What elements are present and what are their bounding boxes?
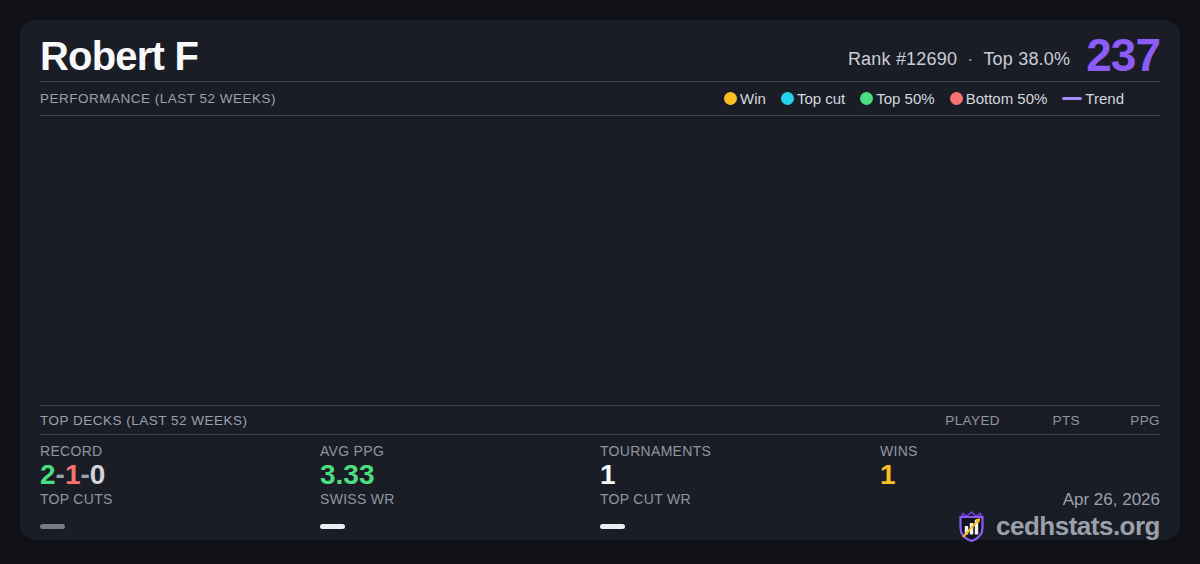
rank-separator: · — [967, 49, 973, 69]
wins-label: WINS — [880, 444, 1160, 458]
tournaments-value: 1 — [600, 462, 880, 488]
performance-section-title: PERFORMANCE (LAST 52 WEEKS) — [40, 91, 276, 106]
swiss-wr-empty-value — [320, 524, 345, 529]
wins-value: 1 — [880, 462, 1160, 488]
top-cuts-label: TOP CUTS — [40, 492, 320, 506]
legend-label: Top cut — [797, 90, 845, 107]
legend-item-win: Win — [724, 90, 766, 107]
legend-item-top-cut: Top cut — [781, 90, 845, 107]
cedhstats-logo-icon — [956, 510, 987, 542]
player-points: 237 — [1086, 32, 1160, 81]
player-name: Robert F — [40, 36, 198, 81]
stats-grid: RECORD 2-1-0 TOP CUTS AVG PPG 3.33 SWISS… — [40, 435, 1160, 542]
top-cut-dot-icon — [781, 92, 794, 105]
legend-item-bottom50: Bottom 50% — [950, 90, 1048, 107]
trend-line-icon — [1062, 97, 1082, 100]
column-ppg: PPG — [1080, 413, 1160, 428]
rank-text: Rank #12690 · Top 38.0% — [848, 49, 1070, 81]
player-stats-card: Robert F Rank #12690 · Top 38.0% 237 PERFO… — [20, 20, 1180, 540]
legend-label: Top 50% — [876, 90, 934, 107]
stat-tournaments: TOURNAMENTS 1 TOP CUT WR — [600, 444, 880, 542]
chart-legend: Win Top cut Top 50% Bottom 50% Trend — [724, 90, 1160, 107]
tournaments-label: TOURNAMENTS — [600, 444, 880, 458]
record-sep: - — [80, 459, 89, 490]
bottom50-dot-icon — [950, 92, 963, 105]
card-header: Robert F Rank #12690 · Top 38.0% 237 — [40, 20, 1160, 81]
top-cuts-empty-value — [40, 524, 65, 529]
brand: cedhstats.org — [880, 510, 1160, 542]
avg-ppg-label: AVG PPG — [320, 444, 600, 458]
record-label: RECORD — [40, 444, 320, 458]
record-value: 2-1-0 — [40, 462, 320, 488]
deck-table-columns: PLAYED PTS PPG — [920, 413, 1160, 428]
top-percent-value: Top 38.0% — [983, 49, 1070, 69]
record-losses: 1 — [65, 459, 81, 490]
record-wins: 2 — [40, 459, 56, 490]
top-cut-wr-label: TOP CUT WR — [600, 492, 880, 506]
record-draws: 0 — [90, 459, 106, 490]
report-date: Apr 26, 2026 — [880, 492, 1160, 508]
top50-dot-icon — [860, 92, 873, 105]
top-cut-wr-empty-value — [600, 524, 625, 529]
avg-ppg-value: 3.33 — [320, 462, 600, 488]
column-pts: PTS — [1000, 413, 1080, 428]
swiss-wr-label: SWISS WR — [320, 492, 600, 506]
stat-record: RECORD 2-1-0 TOP CUTS — [40, 444, 320, 542]
top-decks-header: TOP DECKS (LAST 52 WEEKS) PLAYED PTS PPG — [40, 406, 1160, 434]
rank-value: Rank #12690 — [848, 49, 957, 69]
legend-label: Trend — [1085, 90, 1124, 107]
brand-name: cedhstats.org — [996, 511, 1160, 542]
legend-item-top50: Top 50% — [860, 90, 934, 107]
legend-item-trend: Trend — [1062, 90, 1124, 107]
column-played: PLAYED — [920, 413, 1000, 428]
legend-label: Win — [740, 90, 766, 107]
record-sep: - — [56, 459, 65, 490]
performance-chart — [40, 116, 1160, 405]
win-dot-icon — [724, 92, 737, 105]
legend-label: Bottom 50% — [966, 90, 1048, 107]
performance-header: PERFORMANCE (LAST 52 WEEKS) Win Top cut … — [40, 82, 1160, 115]
top-decks-section-title: TOP DECKS (LAST 52 WEEKS) — [40, 413, 248, 428]
stat-avg-ppg: AVG PPG 3.33 SWISS WR — [320, 444, 600, 542]
stat-wins: WINS 1 Apr 26, 2026 cedhstats.org — [880, 444, 1160, 542]
